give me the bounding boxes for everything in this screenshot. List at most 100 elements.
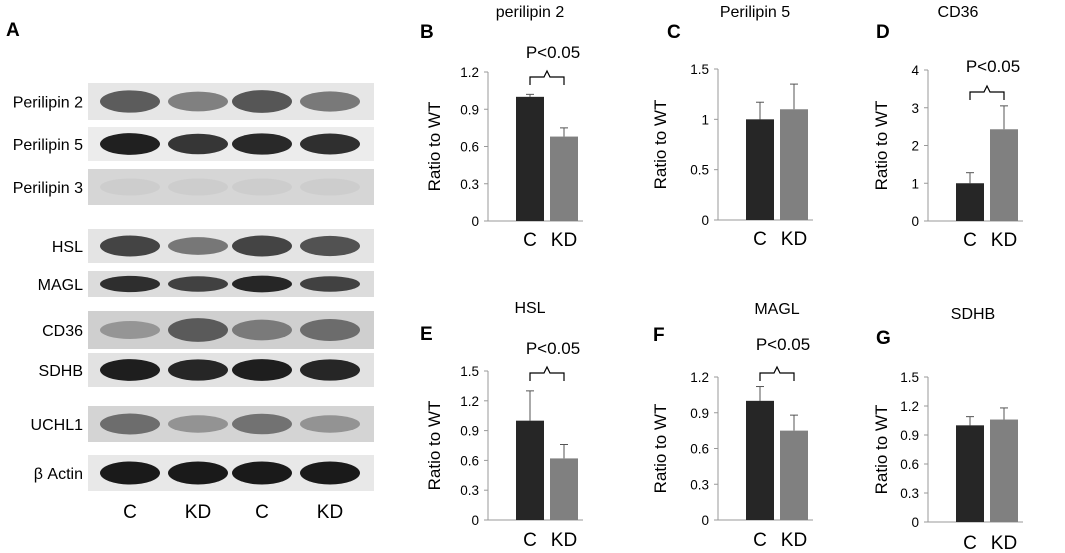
x-category-label: C [963,533,977,553]
blot-band [168,237,228,255]
chart-C: C Perilipin 5 0 0.5 1 1.5 Ratio to WT C KD [651,4,813,250]
y-tick-label: 0.3 [900,486,919,501]
bar-c [516,420,544,520]
bar-c [746,119,774,220]
western-blot-panel: A Perilipin 2 Perilipin 5 Perilipin 3 HSL MAG… [6,20,374,523]
blot-row-label: SDHB [39,363,83,380]
y-tick-label: 0.5 [690,163,709,178]
x-category-label: KD [781,530,807,551]
y-tick-label: 1.2 [460,65,479,80]
bar-c [956,425,984,522]
x-category-label: KD [991,230,1017,251]
blot-row-label: UCHL1 [31,417,84,434]
y-tick-label: 0 [471,214,479,229]
x-category-label: C [753,530,767,551]
blot-band [168,133,228,155]
blot-row-label: Perilipin 3 [13,180,83,197]
blot-row-label: Perilipin 2 [13,95,83,112]
p-value-label: P<0.05 [756,335,810,354]
y-tick-label: 0 [701,213,709,228]
bar-kd [550,458,578,520]
x-category-label: C [523,230,537,251]
lane-label: C [255,502,269,523]
lane-label: KD [317,502,343,523]
blot-band [300,359,360,381]
bar-c [746,400,774,520]
blot-band [168,178,228,196]
blot-band [100,413,160,435]
y-tick-label: 2 [911,139,919,154]
chart-title: CD36 [938,4,979,21]
panel-letter-F: F [653,325,665,346]
y-axis-label: Ratio to WT [651,404,670,494]
y-tick-label: 0.3 [460,177,479,192]
blot-row: UCHL1 [31,406,374,442]
bar-c [956,183,984,221]
y-axis-label: Ratio to WT [872,405,891,495]
blot-band [100,321,160,339]
blot-band [168,359,228,381]
panel-letter-B: B [420,22,434,43]
blot-band [100,133,160,155]
y-tick-label: 0.3 [460,483,479,498]
blot-band [100,275,160,293]
blot-row: Perilipin 2 [13,83,374,120]
blot-row: SDHB [39,353,374,387]
blot-band [232,359,292,381]
blot-band [300,276,360,292]
y-tick-label: 1 [911,176,919,191]
p-value-label: P<0.05 [526,339,580,358]
panel-letter-A: A [6,20,20,41]
blot-row-label: HSL [52,239,83,256]
blot-strip [88,169,374,205]
blot-band [232,90,292,113]
y-axis-label: Ratio to WT [651,100,670,190]
y-tick-label: 3 [911,101,919,116]
x-category-label: C [963,230,977,251]
blot-row-label: CD36 [42,323,83,340]
panel-letter-C: C [667,22,681,43]
blot-band [100,235,160,257]
chart-E: E HSL 0 0.3 0.6 0.9 1.2 1.5 Ratio to WT C KD P<0.05 [420,300,583,551]
y-tick-label: 1.2 [690,370,709,385]
y-tick-label: 1.5 [900,370,919,385]
y-axis-label: Ratio to WT [425,401,444,491]
chart-G: G SDHB 0 0.3 0.6 0.9 1.2 1.5 Ratio to WT C KD [872,306,1023,553]
blot-band [168,461,228,485]
y-tick-label: 0.6 [900,457,919,472]
y-tick-label: 0.9 [900,428,919,443]
significance-bracket [529,365,565,381]
x-category-label: C [753,229,767,250]
panel-letter-D: D [876,22,890,43]
blot-band [300,133,360,155]
blot-row: Perilipin 5 [13,127,374,161]
y-tick-label: 0 [701,513,709,528]
blot-band [168,318,228,342]
blot-row: CD36 [42,311,374,349]
y-tick-label: 0.9 [690,406,709,421]
y-tick-label: 4 [911,63,919,78]
chart-F: F MAGL 0 0.3 0.6 0.9 1.2 Ratio to WT C KD P<0.05 [651,301,813,551]
y-tick-label: 1.2 [460,394,479,409]
panel-letter-G: G [876,328,891,349]
blot-row: Perilipin 3 [13,169,374,205]
blot-band [300,461,360,485]
chart-title: HSL [514,300,545,317]
y-tick-label: 0 [471,513,479,528]
blot-band [300,415,360,433]
y-tick-label: 0.6 [460,140,479,155]
blot-band [232,461,292,485]
blot-band [300,318,360,342]
blot-band [100,178,160,196]
blot-band [300,178,360,196]
y-tick-label: 1.5 [690,62,709,77]
y-tick-label: 1.5 [460,364,479,379]
x-category-label: KD [991,533,1017,553]
chart-title: SDHB [951,306,995,323]
y-axis-label: Ratio to WT [872,101,891,191]
bar-kd [780,430,808,520]
blot-band [300,235,360,257]
